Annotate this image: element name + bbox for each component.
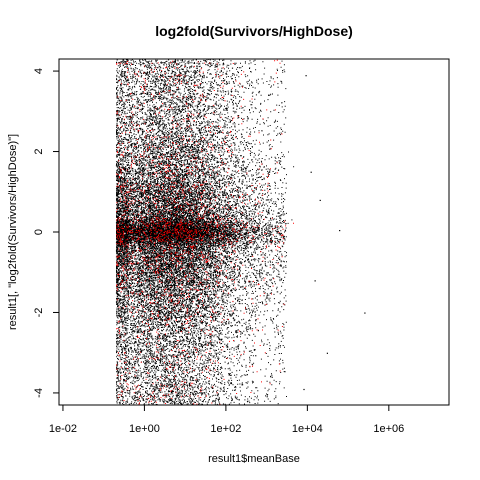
data-point xyxy=(314,280,316,282)
y-axis: -4 -2 0 2 4 xyxy=(33,68,59,398)
x-axis: 1e-02 1e+00 1e+02 1e+04 1e+06 xyxy=(49,404,404,435)
x-tick-label: 1e+00 xyxy=(129,423,160,435)
data-point xyxy=(116,59,294,405)
x-tick-label: 1e+02 xyxy=(210,423,241,435)
data-point xyxy=(326,352,328,354)
chart-title: log2fold(Survivors/HighDose) xyxy=(155,23,353,39)
x-tick-label: 1e-02 xyxy=(49,423,77,435)
y-tick-label: 4 xyxy=(33,68,45,74)
y-tick-label: 2 xyxy=(33,148,45,154)
data-point xyxy=(310,171,312,173)
data-point xyxy=(319,199,321,202)
y-tick-label: 0 xyxy=(33,229,45,235)
data-point xyxy=(339,229,341,232)
y-tick-label: -2 xyxy=(33,308,45,318)
y-tick-label: -4 xyxy=(33,388,45,398)
data-point xyxy=(115,59,295,405)
data-point xyxy=(303,388,305,391)
data-point xyxy=(305,75,307,77)
x-tick-label: 1e+04 xyxy=(292,423,323,435)
x-axis-label: result1$meanBase xyxy=(208,453,300,465)
data-points xyxy=(115,59,366,405)
x-tick-label: 1e+06 xyxy=(373,423,404,435)
data-point xyxy=(364,312,366,314)
y-axis-label: result1[, "log2fold(Survivors/HighDose)"… xyxy=(7,134,19,330)
